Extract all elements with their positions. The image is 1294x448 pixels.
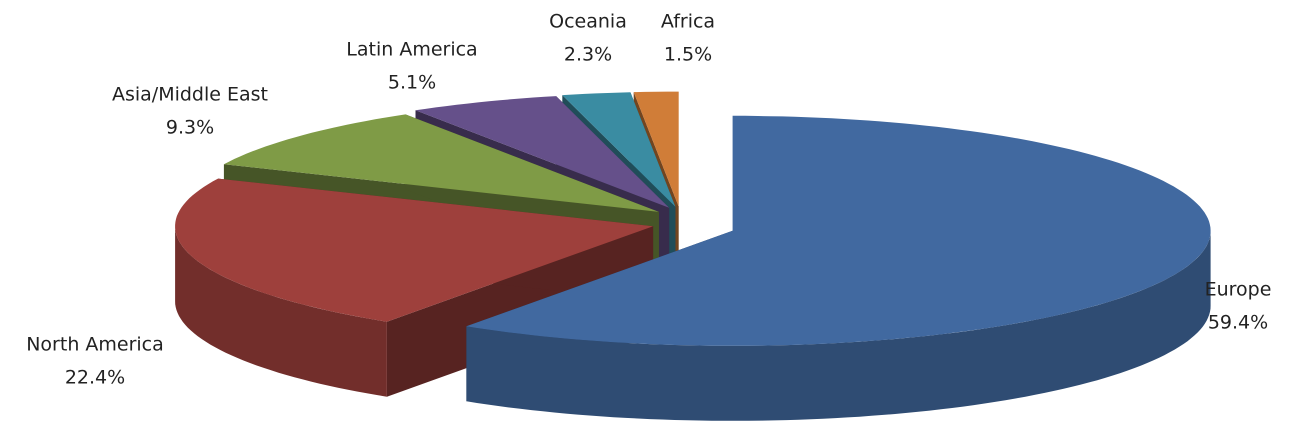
- slice-value-label: 9.3%: [166, 117, 214, 139]
- slice-label: Europe: [1205, 279, 1272, 301]
- slice: [633, 91, 679, 207]
- slice: [562, 92, 676, 207]
- slice-value-label: 22.4%: [65, 367, 125, 389]
- slice-label: Asia/Middle East: [112, 84, 268, 106]
- slice-value-label: 59.4%: [1208, 312, 1268, 334]
- slice-wall: [466, 230, 1211, 421]
- slice-value-label: 1.5%: [664, 44, 712, 66]
- slice-value-label: 5.1%: [388, 72, 436, 94]
- slice: [415, 96, 670, 208]
- slice-label: Africa: [661, 11, 715, 33]
- slice: [466, 115, 1211, 346]
- slice-value-label: 2.3%: [564, 44, 612, 66]
- slice-label: Latin America: [346, 39, 477, 61]
- slice: [175, 178, 654, 322]
- slice-label: North America: [26, 334, 164, 356]
- slice-label: Oceania: [549, 11, 627, 33]
- slice-wall: [175, 226, 387, 397]
- slice: [223, 114, 659, 212]
